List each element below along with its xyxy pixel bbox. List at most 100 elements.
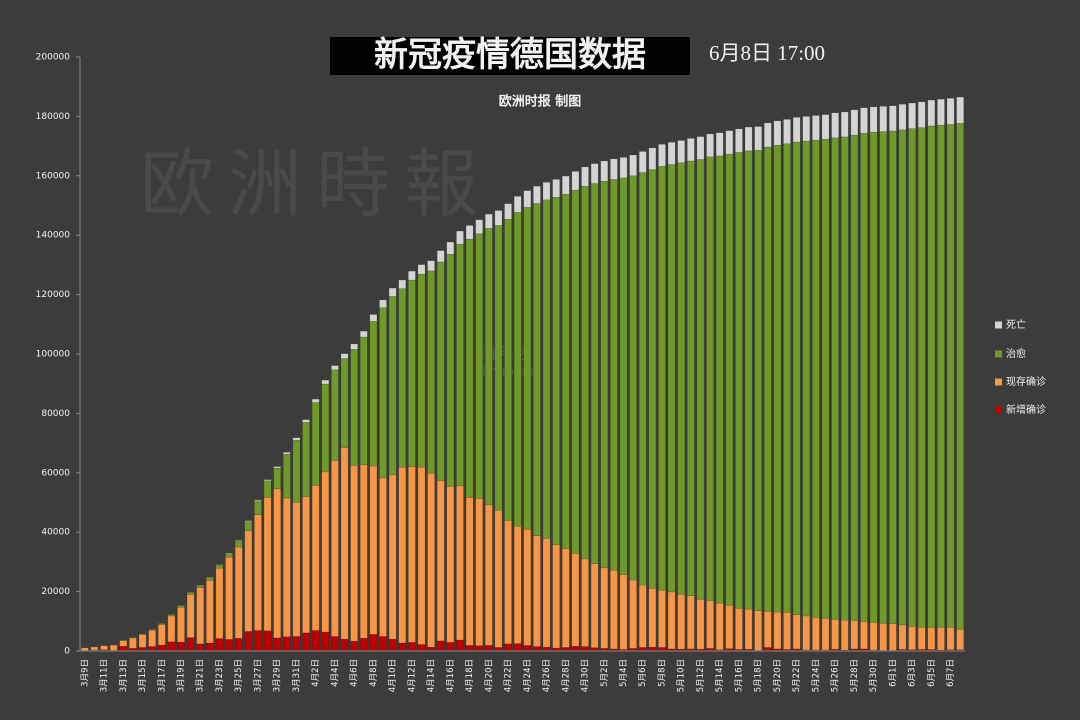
bar-segment [504,203,512,220]
bar-segment [735,128,743,153]
x-tick-label: 5月2日 [600,659,610,687]
x-tick-label: 3月27日 [253,659,263,692]
bar-segment [533,203,541,537]
bar-segment [311,402,320,486]
bar-segment [571,553,580,647]
bar-segment [744,126,753,152]
bar-segment [263,497,272,632]
bar-segment [513,212,522,527]
bar-segment [917,626,926,650]
bar-segment [138,633,147,635]
bar-segment [658,589,666,648]
bar-segment [687,160,695,597]
x-tick-label: 4月28日 [561,659,571,692]
bar-segment [167,615,176,643]
bar-segment [167,614,176,617]
bar-segment [860,132,868,622]
bar-segment [629,175,637,581]
bar-segment [715,602,724,651]
bar-segment [186,637,195,652]
bar-segment [629,154,637,177]
bar-segment [206,577,214,581]
bar-segment [234,539,243,542]
x-tick-label: 3月29日 [273,659,283,692]
bar-segment [802,140,811,617]
bar-segment [119,640,128,647]
bar-segment [206,580,214,644]
bar-segment [677,140,686,163]
bar-segment [879,131,888,624]
bar-segment [186,591,195,595]
x-tick-label: 4月10日 [388,659,398,692]
bar-segment [840,619,849,651]
bar-segment [350,640,358,652]
bar-segment [677,594,686,650]
bar-segment [696,159,705,600]
bar-segment [725,605,734,649]
bar-segment [648,646,657,652]
bar-segment [273,466,282,469]
bar-segment [821,114,830,140]
bar-segment [340,447,349,640]
legend-label: 治愈 [1006,347,1026,360]
bar-segment [225,552,233,554]
bar-segment [456,485,464,641]
bar-segment [138,647,147,652]
bar-segment [754,610,762,651]
x-tick-label: 6月3日 [908,659,918,687]
bar-segment [148,646,156,652]
bar-segment [715,155,724,604]
bar-segment [340,353,349,359]
bar-segment [850,620,859,650]
bar-segment [600,180,609,569]
bar-segment [311,485,320,631]
bar-segment [475,645,484,652]
bar-segment [687,595,695,650]
bar-segment [167,641,176,652]
bar-segment [436,480,445,642]
bar-segment [889,130,897,624]
bar-segment [119,645,128,652]
bar-segment [917,101,926,128]
bar-segment [638,584,647,648]
bar-segment [648,588,657,648]
bar-segment [379,299,387,308]
bar-segment [129,637,137,639]
bar-segment [908,102,916,129]
bar-segment [937,626,945,651]
x-tick-label: 4月30日 [581,659,591,692]
bar-segment [302,419,310,423]
bar-segment [571,645,580,652]
bar-segment [234,540,243,548]
bar-segment [561,175,570,195]
bar-segment [225,553,233,558]
bar-segment [359,330,368,338]
bar-segment [542,646,551,652]
bar-segment [388,287,397,297]
title-box [330,37,690,75]
bar-segment [417,264,426,275]
bar-segment [763,122,772,148]
x-tick-label: 3月13日 [119,659,129,692]
bar-segment [792,614,801,650]
bar-segment [956,122,964,630]
bar-segment [610,179,618,571]
x-tick-label: 3月17日 [157,659,167,692]
bar-segment [927,125,936,628]
bar-segment [340,358,349,448]
bar-segment [90,646,99,651]
bar-segment [590,563,599,648]
bar-segment [340,638,349,652]
bar-segment [504,218,512,521]
bar-segment [831,112,839,139]
bar-segment [619,177,628,575]
bar-segment [206,642,214,652]
bar-segment [677,162,686,595]
bar-segment [215,567,224,639]
bar-segment [667,141,676,165]
bar-segment [937,98,945,126]
bar-segment [533,646,541,652]
bar-segment [513,643,522,652]
bar-segment [292,636,301,652]
bar-segment [667,591,676,650]
